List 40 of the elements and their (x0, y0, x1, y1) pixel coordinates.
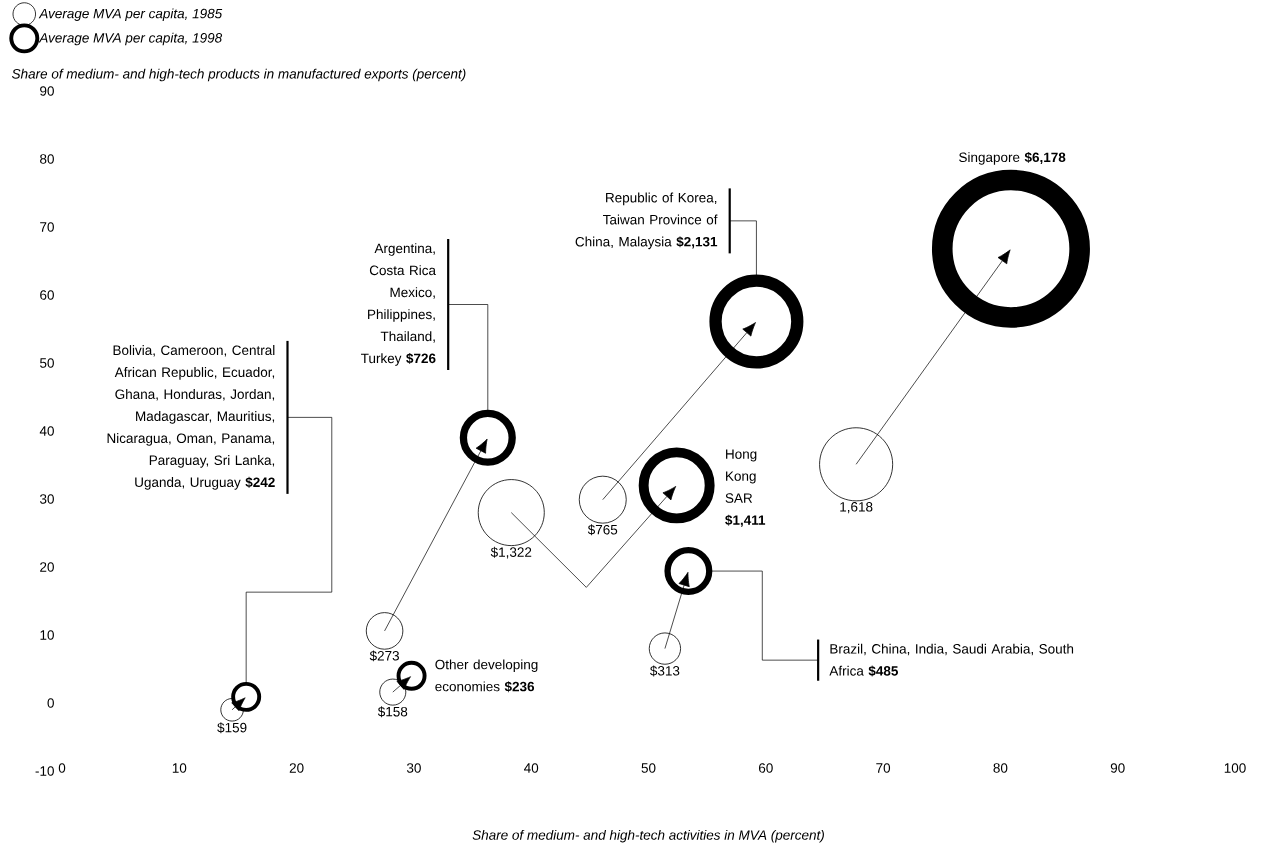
annotation: $313 (650, 665, 680, 677)
x-tick-label: 100 (1224, 763, 1246, 773)
annotation: $159 (217, 722, 247, 734)
y-axis-title: Share of medium- and high-tech products in manufactured exports (percent) (11, 68, 466, 82)
y-tick-label: 20 (40, 562, 54, 572)
x-tick-label: 40 (524, 763, 539, 773)
annotation: Singapore $6,178 (959, 151, 1066, 165)
y-tick-label: 70 (40, 222, 54, 232)
x-tick-label: 90 (1110, 763, 1125, 773)
x-tick-label: 10 (172, 763, 187, 773)
annotation: 1,618 (840, 502, 873, 514)
x-tick-label: 80 (993, 763, 1008, 773)
y-tick-label: 30 (39, 494, 54, 504)
x-tick-label: 30 (406, 763, 421, 773)
x-tick-label: 60 (758, 763, 773, 773)
annotation: $158 (377, 706, 408, 718)
annotation: Other developing economies $236 (435, 659, 538, 693)
annotation: Brazil, China, India, Saudi Arabia, South Africa $485 (829, 643, 1074, 677)
x-tick-label: 20 (289, 763, 304, 773)
annotation: Republic of Korea, Taiwan Province of China, Malaysia $2,131 (575, 192, 718, 250)
y-tick-label: 90 (40, 86, 54, 96)
y-tick-label: -10 (35, 766, 54, 776)
x-tick-label: 0 (58, 763, 66, 773)
legend-label: Average MVA per capita, 1998 (38, 32, 223, 46)
annotation: $273 (369, 650, 399, 662)
y-tick-label: 60 (40, 290, 54, 300)
annotation: $1,322 (490, 546, 532, 559)
annotation: Bolivia, Cameroon, Central African Republic, Ecuador, Ghana, Honduras, Jordan, Madagascar, Mauritius, Nicaragua, Oman, Panama, Paraguay, Sri Lanka, Uganda, Uruguay $242 (107, 345, 275, 490)
y-tick-label: 40 (39, 426, 54, 436)
x-tick-label: 70 (876, 763, 891, 773)
legend-label: Average MVA per capita, 1985 (38, 8, 223, 21)
annotation: Argentina, Costa Rica Mexico, Philippines, Thailand, Turkey $726 (361, 243, 436, 366)
annotation: $765 (587, 524, 618, 536)
y-tick-label: 10 (40, 630, 54, 640)
x-axis-title: Share of medium- and high-tech activities in MVA (percent) (472, 829, 824, 843)
y-tick-label: 0 (47, 698, 54, 708)
x-tick-label: 50 (641, 763, 656, 773)
annotation: Hong Kong SAR $1,411 (725, 449, 766, 527)
y-tick-label: 50 (39, 358, 54, 368)
y-tick-label: 80 (40, 154, 54, 164)
